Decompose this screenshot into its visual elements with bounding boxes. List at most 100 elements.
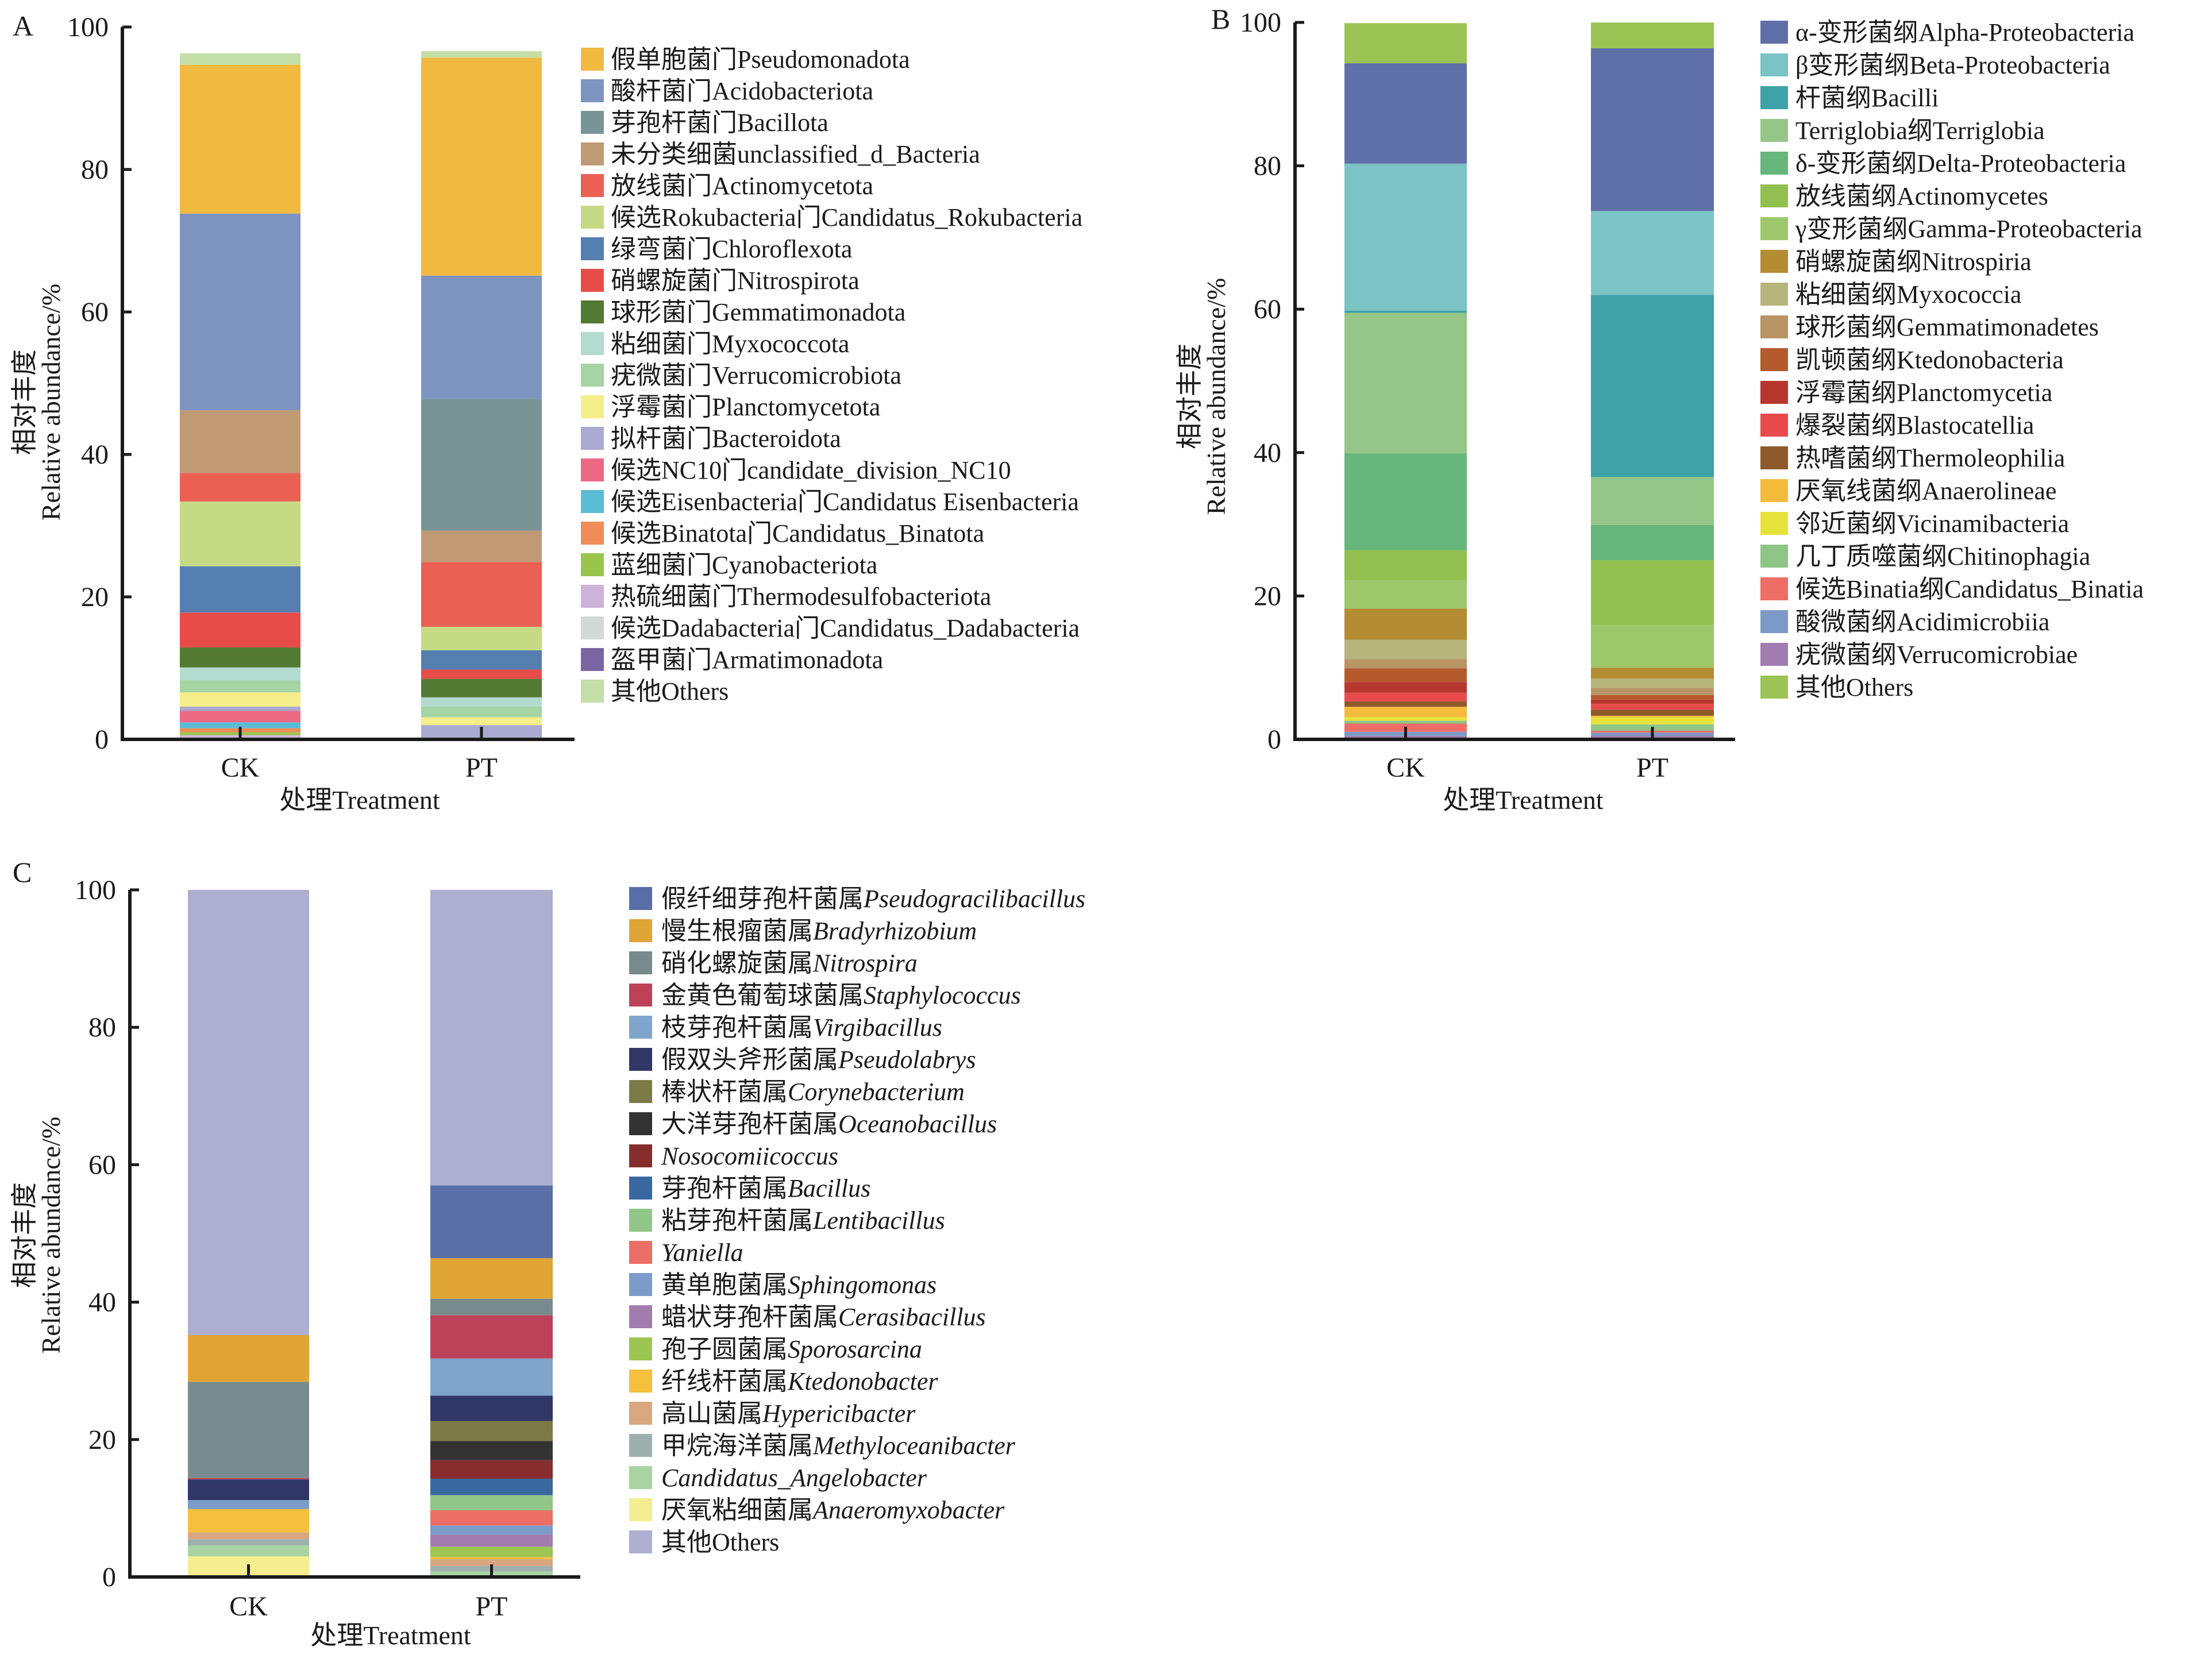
legend-label: 硝螺旋菌纲Nitrospiria [1795,248,2032,276]
legend-swatch [581,585,604,608]
legend-swatch [629,1112,652,1135]
bar-segment [430,1534,553,1547]
y-tick-label: 60 [81,297,109,327]
legend-label: 爆裂菌纲Blastocatellia [1795,411,2034,439]
x-tick-label: CK [1386,753,1425,783]
legend-item: 放线菌门Actinomycetota [581,172,873,200]
bar-segment [1344,668,1467,682]
legend-label: 芽孢杆菌属Bacillus [661,1174,870,1202]
bar-segment [430,1185,553,1259]
legend-label: 蓝细菌门Cyanobacteriota [611,551,877,579]
panel-a-chart: A 0 20 40 60 80 100 CK PT 处理Treatment 相对丰度Relative… [10,10,1082,815]
bar-segment [421,717,542,726]
bar-segment [188,1382,309,1478]
bar-segment [421,678,542,697]
legend-swatch [1760,315,1788,338]
legend-label: 候选Binatia纲Candidatus_Binatia [1795,575,2144,603]
bar-segment [430,1358,553,1396]
legend-swatch [629,1434,652,1457]
bar-segment [1591,624,1714,668]
bar-segment [1591,695,1714,700]
legend-label: 候选NC10门candidate_division_NC10 [611,456,1011,484]
legend-label: 芽孢杆菌门Bacillota [611,109,828,137]
bar-segment [188,1335,309,1382]
bar-segment [188,890,309,1336]
legend-label: 大洋芽孢杆菌属Oceanobacillus [661,1110,997,1138]
legend-label: 放线菌纲Actinomycetes [1795,182,2048,210]
bar-segment [421,669,542,679]
legend-item: 邻近菌纲Vicinamibacteria [1760,510,2069,538]
legend-item: 硝螺旋菌纲Nitrospiria [1760,248,2032,276]
bar-segment [1591,709,1714,716]
y-tick-label: 40 [81,439,109,470]
bar-segment [188,1545,309,1557]
legend-swatch [1760,184,1788,207]
legend-label: 金黄色葡萄球菌属Staphylococcus [661,981,1021,1009]
legend-label: 慢生根瘤菌属Bradyrhizobium [661,917,977,945]
legend-swatch [629,1241,652,1264]
bar-segment [1344,608,1467,640]
bar-segment [430,1298,553,1316]
y-tick-label: 80 [88,1012,116,1043]
bar-segment [180,692,300,707]
legend-swatch [1760,21,1788,44]
x-axis-title: 处理Treatment [279,785,440,815]
y-tick-label: 20 [1254,581,1281,611]
bar-segment [1344,701,1467,707]
legend-item: 甲烷海洋菌属Methyloceanibacter [629,1432,1016,1460]
legend-item: 拟杆菌门Bacteroidota [581,425,841,453]
legend-item: 蜡状芽孢杆菌属Cerasibacillus [629,1303,986,1331]
bar-segment [1591,704,1714,710]
bar-segment [421,627,542,650]
legend-swatch [629,1466,652,1489]
legend-item: 酸微菌纲Acidimicrobiia [1760,608,2049,636]
y-tick-label: 40 [88,1287,116,1318]
bar-segment [1344,23,1467,64]
bar-segment [188,1478,309,1480]
legend-item: 热嗜菌纲Thermoleophilia [1760,444,2065,472]
legend-item: Yaniella [629,1239,743,1267]
bar-segment [1344,707,1467,718]
legend-swatch [581,111,604,134]
legend-label: 球形菌纲Gemmatimonadetes [1795,313,2099,341]
legend-swatch [1760,119,1788,142]
bar-segment [1344,163,1467,311]
legend-swatch [629,1402,652,1425]
legend-label: 候选Rokubacteria门Candidatus_Rokubacteria [611,203,1082,232]
y-tick-label: 0 [95,724,109,755]
legend-swatch [629,951,652,974]
legend-item: 候选NC10门candidate_division_NC10 [581,456,1011,484]
legend-item: 热硫细菌门Thermodesulfobacteriota [581,583,991,611]
bar-segment [1344,550,1467,580]
legend-label: 热嗜菌纲Thermoleophilia [1795,444,2065,472]
legend-item: 芽孢杆菌门Bacillota [581,109,828,137]
legend-item: 球形菌纲Gemmatimonadetes [1760,313,2099,341]
y-tick-label: 60 [88,1150,116,1180]
bar-segment [430,1559,553,1566]
legend-item: 疣微菌纲Verrucomicrobiae [1760,641,2078,669]
legend-item: 候选Dadabacteria门Candidatus_Dadabacteria [581,614,1080,642]
legend-swatch [629,1209,652,1232]
stacked-bar-ck [1344,23,1467,739]
legend-swatch [581,395,604,418]
legend-swatch [629,984,652,1007]
legend-swatch [581,490,604,513]
x-tick-label: CK [229,1591,268,1622]
legend-swatch [1760,86,1788,109]
x-axis-title: 处理Treatment [1443,785,1604,815]
legend-label: 甲烷海洋菌属Methyloceanibacter [661,1432,1016,1460]
legend-item: 几丁质噬菌纲Chitinophagia [1760,542,2090,570]
bar-segment [1591,525,1714,561]
legend-item: 枝芽孢杆菌属Virgibacillus [629,1013,942,1042]
legend-swatch [629,1177,652,1200]
bar-segment [1591,560,1714,625]
y-axis-title: Relative abundance/% [36,284,65,521]
legend-item: 疣微菌门Verrucomicrobiota [581,361,901,390]
bar-segment [421,697,542,707]
bar-segment [188,1509,309,1533]
bar-segment [1344,659,1467,669]
panel-label: B [1211,3,1230,35]
legend-label: β变形菌纲Beta-Proteobacteria [1795,51,2110,79]
legend-item: 高山菌属Hypericibacter [629,1399,916,1428]
legend-swatch [629,1016,652,1039]
